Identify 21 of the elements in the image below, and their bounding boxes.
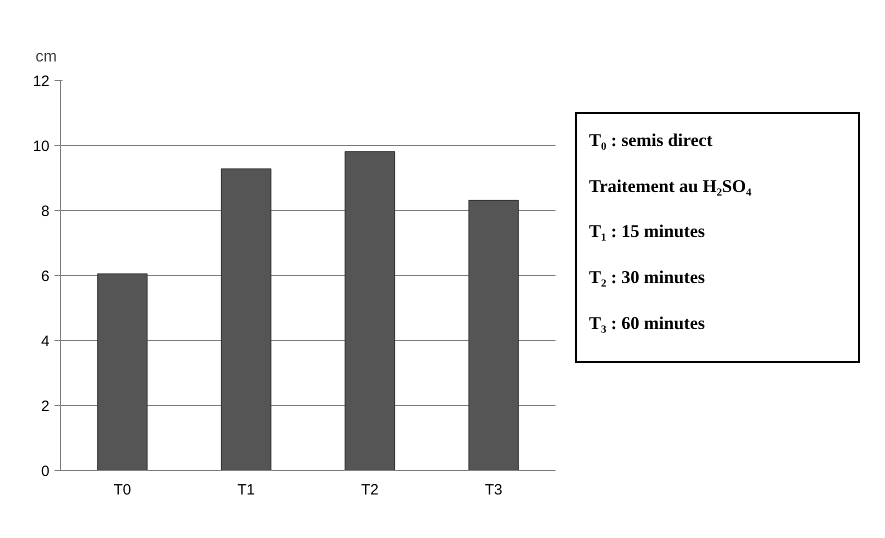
y-tick-label: 12 — [32, 73, 50, 90]
text: T₀ : semis direct — [589, 129, 714, 152]
bar — [220, 168, 272, 470]
bar — [97, 273, 148, 470]
x-tick-label: T0 — [114, 482, 132, 498]
y-tick-label: 10 — [32, 138, 50, 155]
x-tick-label: T2 — [361, 482, 379, 498]
x-tick-label: T3 — [484, 482, 502, 498]
y-tick-label: 6 — [41, 268, 50, 285]
y-tick-label: 4 — [41, 333, 50, 350]
y-axis-title: cm — [36, 48, 57, 66]
bar — [344, 151, 396, 470]
y-tick-label: 0 — [41, 463, 50, 480]
text: T₁ : 15 minutes — [589, 220, 706, 244]
text: Traitement au H₂SO₄ — [589, 174, 752, 198]
text: T₂ : 30 minutes — [589, 266, 706, 290]
text: T₃ : 60 minutes — [589, 312, 706, 335]
x-tick-label: T1 — [237, 482, 255, 498]
y-tick-label: 8 — [41, 203, 50, 220]
y-tick-label: 2 — [41, 398, 50, 415]
bar — [468, 200, 519, 470]
